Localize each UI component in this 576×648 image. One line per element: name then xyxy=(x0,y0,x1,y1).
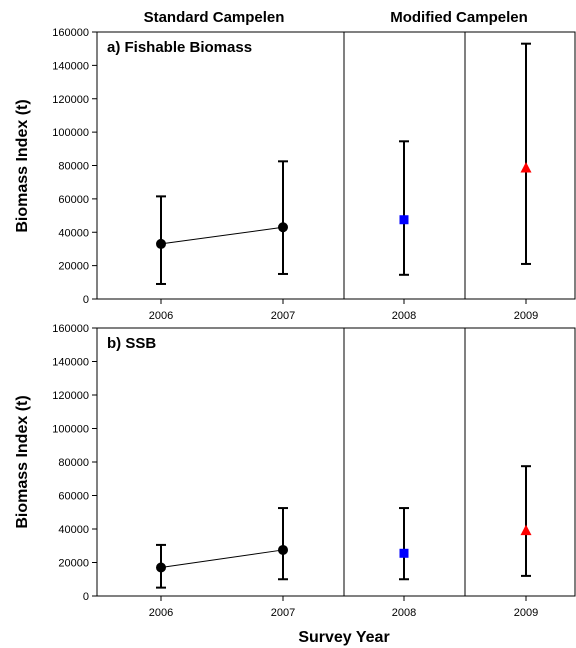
y-tick-label-a-60000: 60000 xyxy=(58,194,89,206)
x-tick-label-a-2007: 2007 xyxy=(271,310,295,322)
y-tick-label-a-120000: 120000 xyxy=(52,94,89,106)
point-a-2006 xyxy=(156,238,166,249)
y-tick-label-b-60000: 60000 xyxy=(58,491,89,503)
y-tick-label-a-20000: 20000 xyxy=(58,261,89,273)
y-tick-label-a-100000: 100000 xyxy=(52,127,89,139)
x-tick-label-b-2009: 2009 xyxy=(514,607,538,619)
y-tick-label-b-20000: 20000 xyxy=(58,558,89,570)
connector-line-a xyxy=(160,226,284,245)
y-tick-label-a-0: 0 xyxy=(83,294,89,306)
y-tick-label-b-80000: 80000 xyxy=(58,457,89,469)
y-tick-label-a-160000: 160000 xyxy=(52,27,89,39)
y-tick-label-b-120000: 120000 xyxy=(52,390,89,402)
x-axis-title: Survey Year xyxy=(298,629,389,646)
y-tick-label-b-0: 0 xyxy=(83,591,89,603)
x-tick-label-a-2009: 2009 xyxy=(514,310,538,322)
point-b-2006 xyxy=(156,562,166,573)
connector-line-b xyxy=(160,549,284,569)
point-b-2007 xyxy=(278,544,288,555)
x-tick-label-a-2008: 2008 xyxy=(392,310,416,322)
y-tick-label-a-40000: 40000 xyxy=(58,227,89,239)
panel-label-b: b) SSB xyxy=(107,335,156,352)
plot-frame-b xyxy=(96,327,576,597)
point-a-2008 xyxy=(399,215,409,225)
header-modified-campelen: Modified Campelen xyxy=(390,9,528,26)
header-standard-campelen: Standard Campelen xyxy=(144,9,285,26)
point-b-2009 xyxy=(520,524,532,536)
y-tick-label-b-100000: 100000 xyxy=(52,424,89,436)
x-tick-label-a-2006: 2006 xyxy=(149,310,173,322)
plot-frame-a xyxy=(96,31,576,300)
panel-b: b) SSB 0 20000 40000 60000 80000 100000 120000 1… xyxy=(52,323,576,619)
panel-label-a: a) Fishable Biomass xyxy=(107,39,252,56)
panel-a: a) Fishable Biomass 0 20000 40000 60000 80000… xyxy=(52,27,576,322)
y-tick-label-b-140000: 140000 xyxy=(52,357,89,369)
x-tick-label-b-2006: 2006 xyxy=(149,607,173,619)
x-tick-label-b-2007: 2007 xyxy=(271,607,295,619)
y-axis-title-bottom: Biomass Index (t) xyxy=(14,395,31,528)
y-axis-title-top: Biomass Index (t) xyxy=(14,99,31,232)
point-b-2008 xyxy=(399,548,409,558)
y-tick-label-b-40000: 40000 xyxy=(58,524,89,536)
x-tick-label-b-2008: 2008 xyxy=(392,607,416,619)
y-tick-label-b-160000: 160000 xyxy=(52,323,89,335)
point-a-2007 xyxy=(278,222,288,233)
y-tick-label-a-140000: 140000 xyxy=(52,60,89,72)
point-a-2009 xyxy=(520,162,532,173)
y-tick-label-a-80000: 80000 xyxy=(58,161,89,173)
